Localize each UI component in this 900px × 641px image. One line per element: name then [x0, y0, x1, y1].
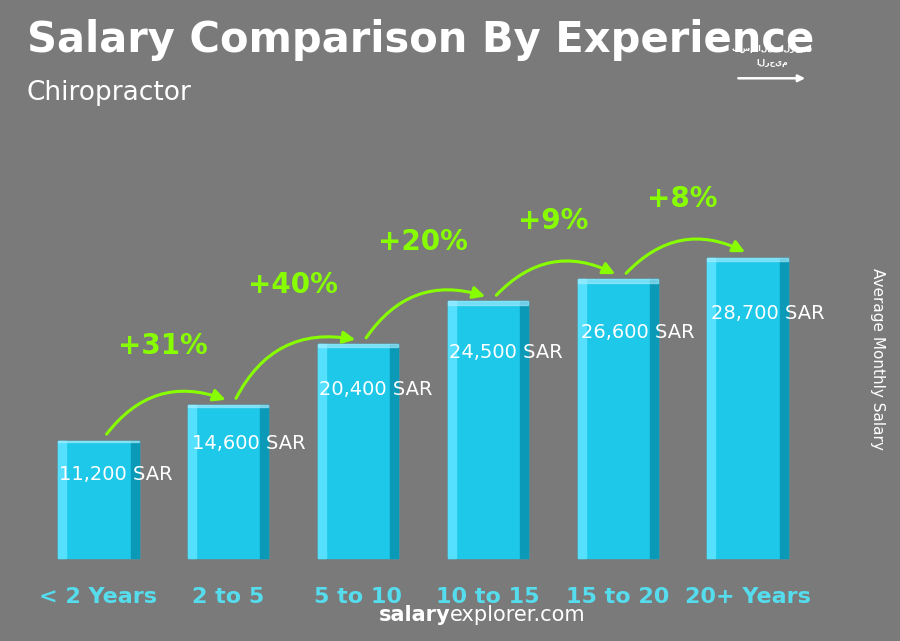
Bar: [58, 440, 139, 442]
Bar: [58, 440, 67, 558]
Bar: [318, 344, 326, 558]
Bar: [447, 301, 528, 304]
Bar: [318, 344, 399, 558]
Bar: [130, 440, 139, 558]
Bar: [707, 258, 788, 558]
Bar: [520, 301, 528, 558]
Text: 15 to 20: 15 to 20: [566, 587, 670, 607]
Text: Average Monthly Salary: Average Monthly Salary: [870, 268, 885, 450]
Bar: [188, 405, 196, 558]
Bar: [188, 405, 268, 558]
Bar: [578, 279, 658, 283]
Bar: [779, 258, 788, 558]
Bar: [318, 344, 399, 347]
Text: 10 to 15: 10 to 15: [436, 587, 540, 607]
Text: 14,600 SAR: 14,600 SAR: [192, 434, 305, 453]
Bar: [707, 258, 716, 558]
Text: بسم الله الرحمن: بسم الله الرحمن: [732, 44, 812, 53]
Text: 28,700 SAR: 28,700 SAR: [711, 304, 825, 323]
Text: +40%: +40%: [248, 271, 338, 299]
Bar: [650, 279, 658, 558]
Text: Chiropractor: Chiropractor: [27, 80, 192, 106]
Text: الرحيم: الرحيم: [756, 58, 788, 67]
Text: < 2 Years: < 2 Years: [40, 587, 158, 607]
Bar: [578, 279, 586, 558]
Text: +20%: +20%: [378, 228, 468, 256]
Text: Salary Comparison By Experience: Salary Comparison By Experience: [27, 19, 814, 62]
Text: 26,600 SAR: 26,600 SAR: [581, 323, 695, 342]
Bar: [447, 301, 455, 558]
Bar: [188, 405, 268, 407]
Text: salary: salary: [378, 605, 450, 625]
Bar: [260, 405, 268, 558]
Bar: [447, 301, 528, 558]
Text: 2 to 5: 2 to 5: [192, 587, 265, 607]
Bar: [707, 258, 788, 261]
Text: +8%: +8%: [647, 185, 718, 213]
Text: 11,200 SAR: 11,200 SAR: [59, 465, 173, 484]
Bar: [578, 279, 658, 558]
Text: 20,400 SAR: 20,400 SAR: [320, 380, 433, 399]
Text: 20+ Years: 20+ Years: [685, 587, 811, 607]
Text: explorer.com: explorer.com: [450, 605, 586, 625]
Text: +31%: +31%: [119, 332, 208, 360]
Text: 24,500 SAR: 24,500 SAR: [449, 343, 562, 362]
Text: +9%: +9%: [518, 206, 588, 235]
Bar: [391, 344, 399, 558]
Text: 5 to 10: 5 to 10: [314, 587, 402, 607]
Bar: [58, 440, 139, 558]
